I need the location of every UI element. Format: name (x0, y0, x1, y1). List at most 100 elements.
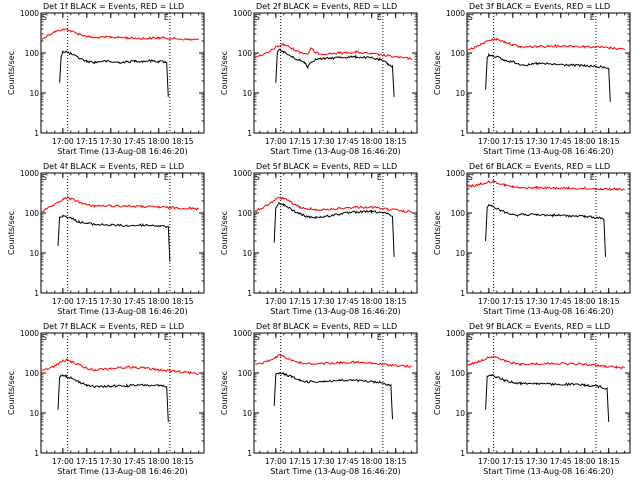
panel-8: Det 8f BLACK = Events, RED = LLD Counts/s… (220, 322, 418, 476)
x-tick-label: 17:15 (76, 457, 98, 466)
start-marker-label: S (468, 333, 473, 342)
y-tick-label: 10 (29, 249, 39, 258)
y-tick-label: 1 (247, 129, 252, 138)
x-tick-label: 17:45 (550, 457, 572, 466)
y-tick-label: 10 (242, 249, 252, 258)
x-tick-label: 18:00 (574, 137, 596, 146)
x-tick-label: 17:45 (337, 457, 359, 466)
x-axis-label: Start Time (13-Aug-08 16:46:20) (270, 147, 401, 156)
x-tick-label: 18:00 (148, 137, 170, 146)
x-tick-label: 17:15 (502, 297, 524, 306)
x-tick-label: 17:30 (526, 297, 548, 306)
y-tick-label: 100 (25, 209, 40, 218)
events-rate-line (57, 373, 169, 422)
end-marker-label: E (377, 333, 382, 342)
panel-title: Det 6f BLACK = Events, RED = LLD (469, 162, 610, 171)
x-tick-label: 17:00 (478, 457, 500, 466)
plot-frame (40, 332, 205, 454)
y-tick-label: 1000 (20, 169, 39, 178)
x-tick-label: 17:00 (52, 297, 74, 306)
events-rate-line (59, 50, 169, 97)
panel-title: Det 5f BLACK = Events, RED = LLD (256, 162, 397, 171)
y-tick-label: 1000 (20, 329, 39, 338)
start-marker-label: S (255, 173, 260, 182)
lld-rate-line (255, 354, 413, 368)
panel-7: Det 7f BLACK = Events, RED = LLD Counts/s… (7, 322, 205, 476)
start-marker-label: S (468, 173, 473, 182)
y-tick-label: 1 (34, 289, 39, 298)
y-tick-label: 10 (455, 249, 465, 258)
y-tick-label: 10 (242, 89, 252, 98)
x-tick-label: 18:15 (172, 457, 194, 466)
y-tick-label: 1 (460, 449, 465, 458)
x-tick-label: 17:15 (289, 457, 311, 466)
end-marker-label: E (164, 173, 169, 182)
panel-title: Det 9f BLACK = Events, RED = LLD (469, 322, 610, 331)
x-tick-label: 18:15 (598, 297, 620, 306)
start-marker-label: S (255, 13, 260, 22)
lld-rate-line (254, 196, 413, 213)
y-tick-label: 100 (451, 209, 466, 218)
start-marker-label: S (42, 333, 47, 342)
y-tick-label: 1 (247, 449, 252, 458)
x-axis-label: Start Time (13-Aug-08 16:46:20) (483, 467, 614, 476)
x-axis-label: Start Time (13-Aug-08 16:46:20) (57, 307, 188, 316)
start-marker-label: S (42, 13, 47, 22)
y-tick-label: 100 (451, 369, 466, 378)
end-marker-label: E (590, 333, 595, 342)
x-tick-label: 18:15 (598, 137, 620, 146)
start-marker-label: S (42, 173, 47, 182)
x-tick-label: 17:30 (100, 137, 122, 146)
x-tick-label: 18:15 (385, 457, 407, 466)
panel-2: Det 2f BLACK = Events, RED = LLD Counts/s… (220, 2, 418, 156)
panel-9: Det 9f BLACK = Events, RED = LLD Counts/s… (433, 322, 631, 476)
x-tick-label: 17:00 (265, 137, 287, 146)
y-tick-label: 1 (460, 289, 465, 298)
lld-rate-line (467, 37, 626, 51)
plot-frame (40, 172, 205, 294)
y-tick-label: 10 (29, 89, 39, 98)
x-tick-label: 18:00 (574, 457, 596, 466)
y-tick-label: 1000 (233, 9, 252, 18)
end-marker-label: E (377, 173, 382, 182)
events-rate-line (485, 203, 606, 257)
x-tick-label: 17:45 (550, 297, 572, 306)
x-tick-label: 18:15 (598, 457, 620, 466)
x-tick-label: 18:15 (385, 297, 407, 306)
panel-5: Det 5f BLACK = Events, RED = LLD Counts/s… (220, 162, 418, 316)
x-tick-label: 17:30 (526, 137, 548, 146)
lld-rate-line (41, 28, 199, 41)
x-tick-label: 17:15 (502, 137, 524, 146)
x-tick-label: 18:00 (361, 297, 383, 306)
y-axis-label: Counts/sec (433, 51, 442, 95)
events-rate-line (485, 373, 610, 422)
x-tick-label: 17:15 (289, 297, 311, 306)
x-tick-label: 17:30 (100, 297, 122, 306)
end-marker-label: E (377, 13, 382, 22)
y-tick-label: 10 (29, 409, 39, 418)
plot-frame (253, 12, 418, 134)
x-tick-label: 18:00 (148, 297, 170, 306)
x-tick-label: 17:30 (526, 457, 548, 466)
x-axis-label: Start Time (13-Aug-08 16:46:20) (57, 467, 188, 476)
events-rate-line (275, 48, 395, 97)
panel-1: Det 1f BLACK = Events, RED = LLD Counts/s… (7, 2, 205, 156)
plot-frame (466, 172, 631, 294)
events-rate-line (273, 371, 393, 420)
y-tick-label: 10 (242, 409, 252, 418)
panel-title: Det 2f BLACK = Events, RED = LLD (256, 2, 397, 11)
x-tick-label: 18:00 (361, 137, 383, 146)
panel-title: Det 8f BLACK = Events, RED = LLD (256, 322, 397, 331)
y-tick-label: 100 (25, 49, 40, 58)
x-tick-label: 17:45 (124, 457, 146, 466)
x-tick-label: 17:45 (550, 137, 572, 146)
y-tick-label: 1000 (20, 9, 39, 18)
x-axis-label: Start Time (13-Aug-08 16:46:20) (483, 147, 614, 156)
y-tick-label: 1000 (446, 169, 465, 178)
events-rate-line (273, 201, 395, 257)
x-tick-label: 17:30 (313, 137, 335, 146)
y-axis-label: Counts/sec (433, 371, 442, 415)
y-tick-label: 100 (238, 209, 253, 218)
plot-frame (253, 332, 418, 454)
y-axis-label: Counts/sec (7, 51, 16, 95)
